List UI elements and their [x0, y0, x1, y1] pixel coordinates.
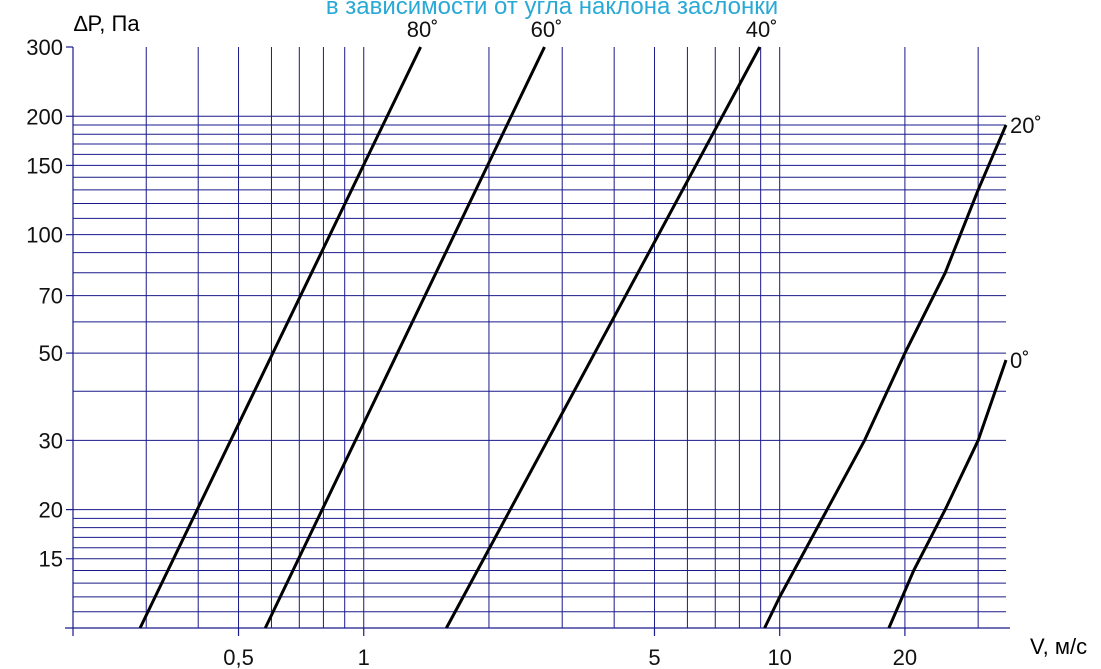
x-tick-label: 0,5: [223, 645, 254, 669]
y-tick-label: 50: [39, 341, 63, 366]
series-line: [763, 124, 1008, 629]
y-axis-label: ∆P, Па: [74, 11, 140, 36]
series-label: 40˚: [746, 17, 778, 42]
chart-title: в зависимости от угла наклона заслонки: [326, 0, 778, 20]
series-line: [138, 46, 422, 629]
y-tick-label: 70: [39, 284, 63, 309]
series-label: 20˚: [1010, 113, 1042, 138]
x-tick-label: 10: [767, 645, 791, 669]
y-tick-label: 100: [26, 223, 63, 248]
y-tick-label: 200: [26, 104, 63, 129]
axes: [65, 46, 1010, 636]
y-tick-label: 20: [39, 498, 63, 523]
y-tick-label: 15: [39, 547, 63, 572]
series-group: [138, 46, 1008, 629]
x-tick-label: 20: [893, 645, 917, 669]
series-label: 80˚: [407, 17, 439, 42]
series-line: [445, 46, 762, 629]
x-tick-label: 1: [358, 645, 370, 669]
x-tick-label: 5: [648, 645, 660, 669]
y-tick-label: 150: [26, 153, 63, 178]
y-tick-label: 300: [26, 35, 63, 60]
x-axis-label: V, м/с: [1030, 634, 1087, 659]
series-line: [887, 359, 1008, 629]
grid: [72, 47, 1006, 628]
y-tick-label: 30: [39, 428, 63, 453]
series-label: 60˚: [531, 17, 563, 42]
series-label: 0˚: [1010, 348, 1030, 373]
series-line: [263, 46, 546, 629]
